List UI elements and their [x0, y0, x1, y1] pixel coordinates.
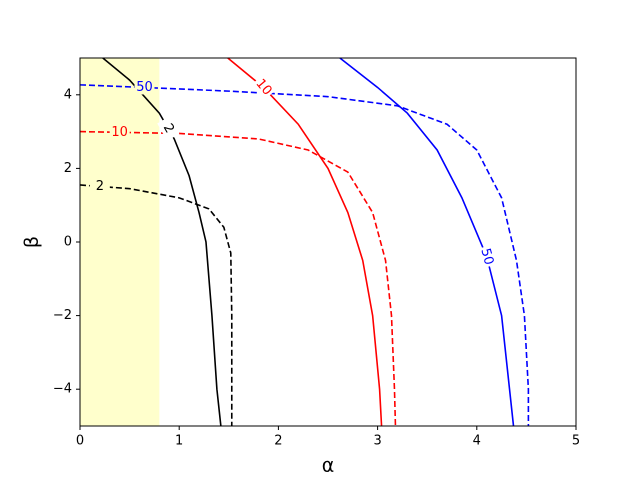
x-tick-label: 2 [274, 434, 282, 449]
contour-line [79, 84, 530, 426]
y-axis-label: β [21, 236, 43, 248]
y-tick-label: 2 [64, 161, 72, 176]
contour-label-gap [134, 80, 155, 95]
x-tick-label: 1 [175, 434, 183, 449]
contour-label-gap [109, 125, 130, 140]
contour-label-gap [157, 116, 180, 141]
y-tick-label: 0 [64, 235, 72, 250]
contour-line [79, 130, 397, 427]
contour-label: 2 [96, 179, 104, 194]
contour-label-gap [251, 75, 276, 100]
contour-label-gap [477, 245, 497, 269]
contour-label: 50 [477, 247, 496, 267]
x-tick-label: 5 [572, 434, 580, 449]
highlight-span [80, 58, 160, 426]
contour-label: 10 [111, 125, 128, 140]
x-tick-label: 4 [473, 434, 481, 449]
x-tick-label: 0 [76, 434, 84, 449]
contour-label-gap [89, 179, 110, 194]
x-axis-label: α [322, 455, 335, 477]
contour-line [339, 57, 515, 427]
y-tick-label: 4 [64, 87, 72, 102]
contour-label: 50 [136, 80, 153, 95]
contour-line [227, 57, 383, 427]
x-tick-label: 3 [373, 434, 381, 449]
contour-line [102, 57, 222, 427]
y-tick-label: −4 [53, 382, 72, 397]
contour-line [79, 184, 233, 426]
y-tick-label: −2 [53, 308, 72, 323]
